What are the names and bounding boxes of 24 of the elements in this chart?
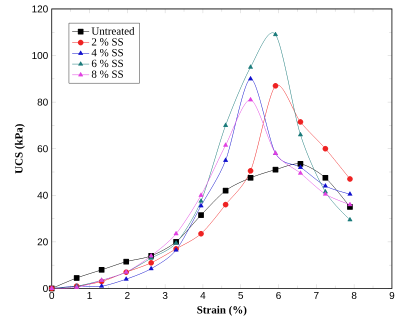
x-tick-label: 8: [352, 292, 356, 299]
y-tick-label: 20: [38, 238, 48, 246]
y-tick-label: 80: [38, 98, 48, 106]
x-tick-label: 3: [162, 292, 168, 299]
y-tick-label: 120: [32, 5, 48, 12]
x-axis-title: Strain (%): [197, 306, 246, 316]
y-tick-label: 40: [37, 192, 48, 199]
legend-label: 6 % SS: [92, 60, 123, 67]
legend-label: 2 % SS: [92, 38, 123, 46]
x-tick-label: 4: [200, 292, 206, 299]
y-tick-label: 0: [43, 284, 48, 292]
x-tick-label: 9: [390, 292, 394, 299]
legend-label: 4 % SS: [92, 48, 123, 56]
x-tick-label: 6: [276, 292, 281, 299]
x-tick-label: 1: [88, 292, 92, 299]
x-tick-label: 0: [49, 292, 54, 299]
legend-label: 8 % SS: [92, 70, 123, 78]
x-tick-label: 7: [314, 292, 319, 299]
y-axis-title: UCS (kPa): [14, 124, 25, 174]
y-tick-label: 60: [38, 145, 48, 152]
legend-label: Untreated: [92, 27, 134, 35]
x-tick-label: 5: [238, 292, 244, 299]
x-tick-label: 2: [125, 292, 130, 299]
y-tick-label: 100: [32, 52, 48, 59]
